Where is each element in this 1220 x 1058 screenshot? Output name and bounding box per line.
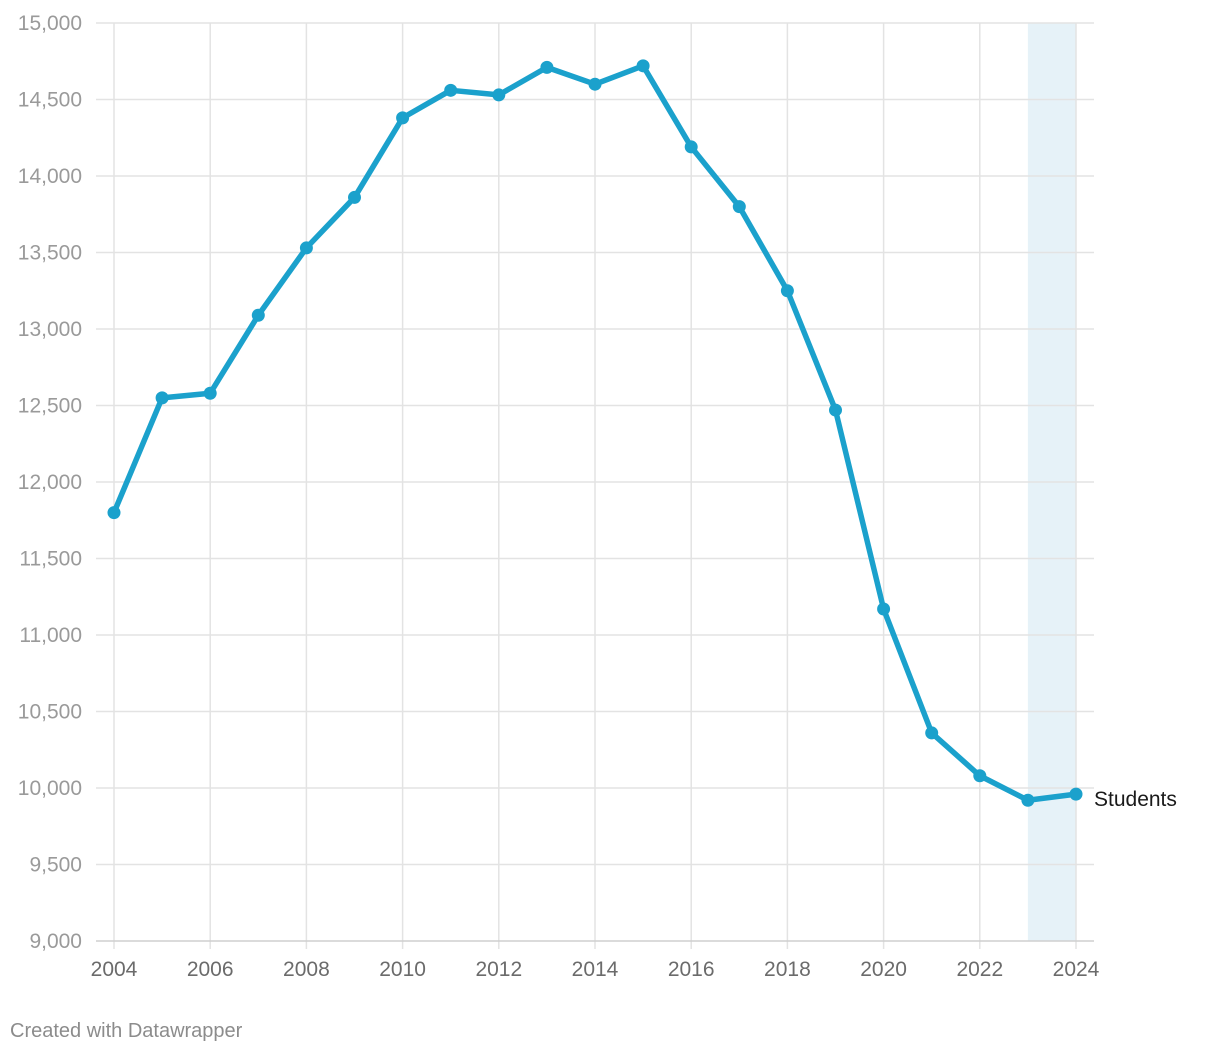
data-point — [155, 391, 169, 405]
x-tick-label: 2010 — [379, 958, 426, 981]
data-point — [877, 602, 891, 616]
x-tick-label: 2004 — [91, 958, 138, 981]
series-label: Students — [1094, 788, 1177, 811]
data-point — [636, 59, 650, 73]
x-tick-label: 2012 — [475, 958, 522, 981]
y-tick-label: 10,000 — [18, 777, 82, 800]
line-chart: 9,000 9,500 10,000 10,500 11,000 11,500 12,000… — [18, 12, 1177, 981]
y-tick-label: 9,000 — [29, 930, 82, 953]
data-point — [107, 506, 121, 520]
data-point — [396, 111, 410, 125]
x-tick-label: 2022 — [956, 958, 1003, 981]
series-lines: Students — [107, 59, 1177, 811]
data-point — [925, 726, 939, 740]
y-tick-label: 11,500 — [19, 548, 82, 571]
x-tick-label: 2014 — [572, 958, 619, 981]
x-tick-label: 2016 — [668, 958, 715, 981]
y-tick-label: 9,500 — [29, 854, 82, 877]
data-point — [203, 386, 217, 400]
gridlines-vertical — [113, 23, 1077, 949]
data-point — [492, 88, 506, 102]
data-point — [348, 190, 361, 204]
x-tick-label: 2024 — [1053, 958, 1100, 981]
x-tick-label: 2018 — [764, 958, 811, 981]
y-tick-labels: 9,000 9,500 10,000 10,500 11,000 11,500 12,000… — [18, 12, 82, 953]
y-tick-label: 14,000 — [18, 165, 82, 188]
x-tick-labels: 2004 2006 2008 2010 2012 2014 2016 2018 2020 2022… — [91, 958, 1100, 981]
data-point — [251, 308, 265, 322]
data-point — [299, 241, 313, 255]
x-tick-label: 2020 — [860, 958, 907, 981]
data-point — [1069, 787, 1083, 801]
y-tick-label: 13,500 — [18, 242, 82, 265]
y-tick-label: 12,500 — [18, 395, 82, 418]
y-tick-label: 13,000 — [18, 318, 82, 341]
y-tick-label: 14,500 — [18, 89, 82, 112]
data-point — [444, 83, 458, 97]
data-point — [684, 140, 698, 154]
data-point — [540, 60, 554, 74]
y-tick-label: 11,000 — [19, 624, 82, 647]
y-tick-label: 10,500 — [18, 701, 82, 724]
x-tick-label: 2008 — [283, 958, 330, 981]
data-point — [732, 200, 746, 214]
footer-credit: Created with Datawrapper — [10, 1020, 243, 1042]
data-point — [780, 284, 794, 298]
data-point — [829, 403, 842, 417]
x-tick-label: 2006 — [187, 958, 234, 981]
data-point — [973, 769, 987, 783]
data-point — [1021, 793, 1035, 807]
y-tick-label: 12,000 — [18, 471, 82, 494]
data-point — [588, 77, 602, 91]
y-tick-label: 15,000 — [18, 12, 82, 35]
